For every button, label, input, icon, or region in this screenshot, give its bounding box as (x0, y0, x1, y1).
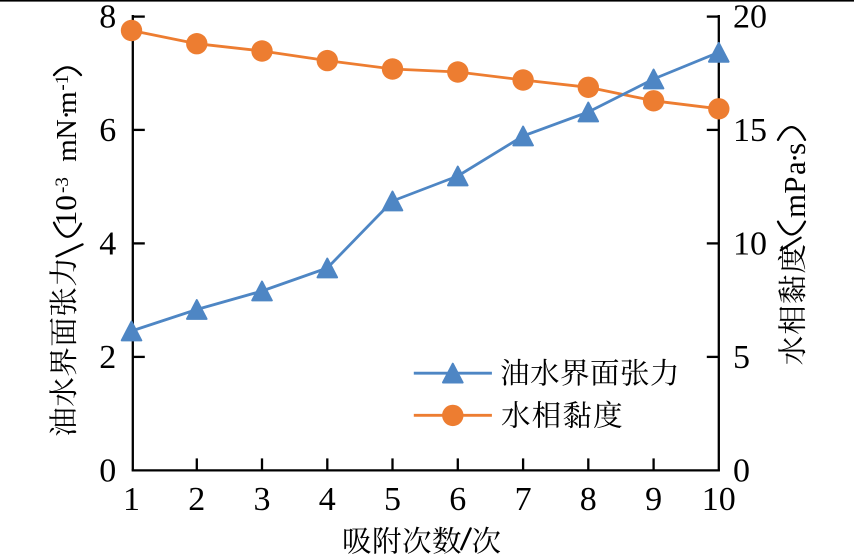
svg-text:N: N (52, 119, 83, 139)
svg-text:10: 10 (48, 195, 83, 226)
svg-text:20: 20 (733, 0, 767, 36)
svg-text:-1: -1 (52, 75, 73, 91)
svg-text:m: m (777, 194, 812, 218)
svg-text:8: 8 (580, 481, 597, 518)
svg-text:5: 5 (733, 339, 750, 376)
svg-text:m: m (51, 139, 83, 162)
svg-text:15: 15 (733, 112, 767, 149)
svg-text:0: 0 (99, 452, 116, 489)
svg-text:10: 10 (702, 481, 736, 518)
svg-text:9: 9 (645, 481, 662, 518)
svg-text:2: 2 (99, 339, 116, 376)
svg-text:m: m (51, 91, 83, 114)
svg-text:7: 7 (515, 481, 532, 518)
svg-text:8: 8 (99, 0, 116, 36)
svg-text:10: 10 (733, 225, 767, 262)
svg-text:a: a (777, 161, 812, 175)
svg-text:-3: -3 (52, 177, 73, 193)
svg-text:·: · (50, 110, 83, 120)
svg-text:5: 5 (384, 481, 401, 518)
svg-text:4: 4 (99, 225, 116, 262)
svg-text:4: 4 (319, 481, 336, 518)
svg-text:s: s (777, 143, 812, 155)
svg-text:2: 2 (188, 481, 205, 518)
svg-text:3: 3 (254, 481, 271, 518)
svg-text:6: 6 (449, 481, 466, 518)
svg-text:6: 6 (99, 112, 116, 149)
svg-text:·: · (777, 153, 812, 163)
svg-text:P: P (777, 177, 812, 194)
svg-text:1: 1 (123, 481, 140, 518)
svg-text:0: 0 (733, 452, 750, 489)
